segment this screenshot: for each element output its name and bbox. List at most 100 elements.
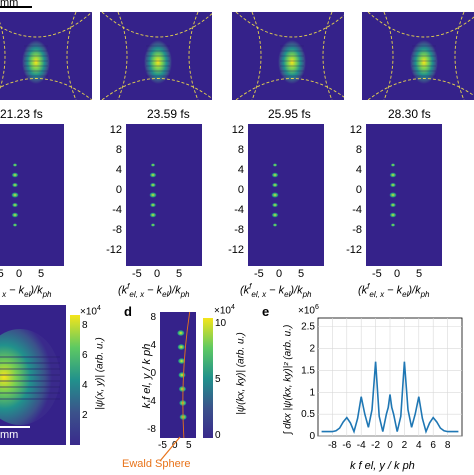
panel-d-letter: d (124, 304, 132, 319)
kspace-xtick: -5 (132, 268, 142, 280)
kspace-xlabel-end: )/k (30, 284, 43, 297)
panel-e-xtick: 0 (387, 440, 393, 451)
kspace-panel-2 (126, 124, 202, 266)
kspace-xlabel-end: )/k (408, 284, 421, 297)
kspace-xlabel-sub: el, x (0, 289, 7, 299)
kspace-xtick: -5 (372, 268, 382, 280)
kspace-xlabel-mid: − k (266, 284, 285, 297)
top-panel-4 (362, 12, 474, 100)
time-label-1: 21.23 fs (0, 107, 43, 121)
kspace-xlabel-prefix: (k (240, 284, 250, 297)
kspace-xtick: 5 (416, 268, 423, 280)
panel-d-ytick: 4 (150, 340, 156, 351)
kspace-ytick: -8 (352, 224, 362, 236)
panel-c-colorbar-tick: 2 (82, 410, 88, 421)
kspace-ytick: -4 (234, 204, 244, 216)
kspace-xlabel-mid: − k (144, 284, 163, 297)
kspace-xlabel-mid: − k (384, 284, 403, 297)
panel-e-xtick: 8 (445, 440, 451, 451)
kspace-xlabel: (kfel, x − kel)/kph (0, 282, 52, 299)
panel-d-ytick: 0 (150, 368, 156, 379)
kspace-ytick: 0 (237, 184, 244, 196)
panel-d-ytick: -4 (147, 396, 156, 407)
kspace-ytick: -8 (234, 224, 244, 236)
kspace-ytick: 0 (355, 184, 362, 196)
panel-e-ytick: 1 (309, 387, 315, 398)
kspace-xlabel-sup: f (127, 282, 130, 291)
panel-d-colorbar-exp: ×104 (214, 304, 235, 317)
kspace-xlabel-sub: el, x (369, 289, 385, 299)
panel-d-xtick: -5 (158, 440, 167, 451)
kspace-xtick: 0 (16, 268, 23, 280)
kspace-xlabel-sub3: ph (180, 289, 190, 299)
kspace-xlabel-sup: f (249, 282, 252, 291)
kspace-ytick: -4 (112, 204, 122, 216)
panel-e-xtick: -6 (342, 440, 351, 451)
kspace-xtick: -5 (254, 268, 264, 280)
kspace-ytick: -12 (228, 244, 244, 256)
kspace-ytick: 4 (115, 164, 122, 176)
panel-e-ytick: 2 (309, 344, 315, 355)
kspace-ytick: -8 (112, 224, 122, 236)
ewald-label: Ewald Sphere (122, 458, 191, 470)
kspace-xlabel-sub2: el (24, 289, 31, 299)
panel-e-xtick: 2 (402, 440, 408, 451)
panel-e-xtick: 4 (416, 440, 422, 451)
kspace-ytick: -4 (352, 204, 362, 216)
panel-e-ytick: 0.5 (301, 409, 315, 420)
top-panel-3 (232, 12, 344, 100)
scale-bar-label: mm (0, 0, 19, 9)
kspace-xlabel-sub3: ph (42, 289, 52, 299)
panel-e-xlabel: k f el, y / k ph (350, 460, 415, 472)
kspace-xlabel-sub2: el (284, 289, 291, 299)
kspace-xlabel-sub3: ph (420, 289, 430, 299)
kspace-ytick: 8 (237, 144, 244, 156)
kspace-xlabel: (kfel, x − kel)/kph (240, 282, 312, 299)
panel-e-ytick: 2.5 (301, 322, 315, 333)
panel-c-colorbar (70, 315, 80, 445)
kspace-xtick: 0 (276, 268, 283, 280)
kspace-xlabel-sup: f (367, 282, 370, 291)
panel-e-ytick: 1.5 (301, 365, 315, 376)
kspace-xtick: 5 (298, 268, 305, 280)
kspace-xtick: 5 (176, 268, 183, 280)
panel-e-series-line (321, 361, 459, 435)
panel-e-y-exp: ×106 (298, 304, 319, 317)
panel-d-colorbar-tick: 10 (215, 318, 227, 329)
kspace-xlabel-sub2: el (402, 289, 409, 299)
kspace-xlabel: (kfel, x − kel)/kph (118, 282, 190, 299)
panel-d-colorbar-tick: 5 (215, 374, 221, 385)
panel-e-xtick: -2 (371, 440, 380, 451)
panel-d-image (160, 312, 196, 438)
kspace-panel-3 (248, 124, 324, 266)
panel-e-ytick: 0 (309, 431, 315, 442)
time-label-2: 23.59 fs (147, 107, 190, 121)
kspace-ytick: 12 (231, 124, 244, 136)
kspace-ytick: -12 (106, 244, 122, 256)
kspace-xlabel-mid: − k (6, 284, 25, 297)
panel-c-colorbar-tick: 6 (82, 350, 88, 361)
time-label-3: 25.95 fs (268, 107, 311, 121)
kspace-ytick: 8 (355, 144, 362, 156)
kspace-ytick: 4 (237, 164, 244, 176)
ewald-arrow (159, 436, 181, 462)
kspace-ytick: 4 (355, 164, 362, 176)
panel-c-colorbar-label: |ψ(x, y)| (arb. u.) (94, 337, 106, 410)
panel-d-ytick: 8 (150, 312, 156, 323)
kspace-ytick: 12 (109, 124, 122, 136)
time-label-4: 28.30 fs (388, 107, 431, 121)
kspace-ytick: 0 (115, 184, 122, 196)
panel-e-chart: 00.511.522.5-8 -6 -4 -2 0 2 4 6 8 (301, 317, 463, 451)
panel-d-colorbar-label: |ψ(kx, ky)| (arb. u.) (235, 332, 247, 415)
panel-e-xtick: -8 (328, 440, 337, 451)
kspace-xlabel-sub: el, x (251, 289, 267, 299)
top-panel-2 (100, 12, 212, 100)
kspace-xtick: 5 (38, 268, 45, 280)
panel-d-xtick: 0 (172, 440, 178, 451)
kspace-xtick: -5 (0, 268, 4, 280)
kspace-xlabel-sub2: el (162, 289, 169, 299)
panel-e-xtick: -4 (357, 440, 366, 451)
kspace-xlabel: (kfel, x − kel)/kph (358, 282, 430, 299)
panel-c-image: mm (0, 305, 66, 445)
top-panel-1 (0, 12, 92, 100)
